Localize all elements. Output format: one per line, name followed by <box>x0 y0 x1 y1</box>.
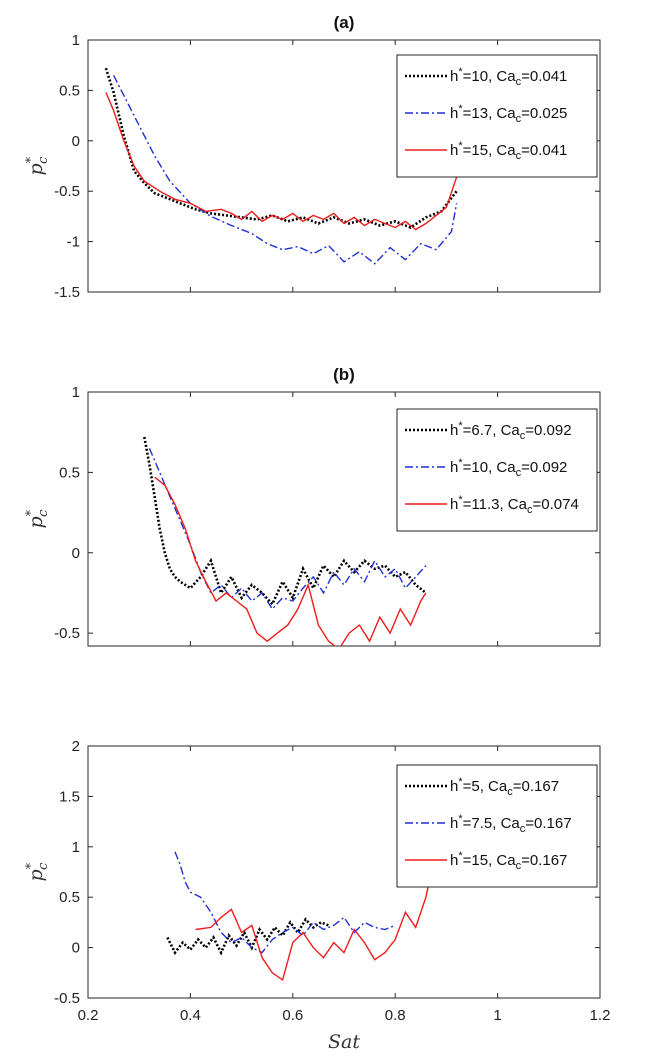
y-tick-label: 0 <box>72 133 80 150</box>
legend-entry: h*=10, Cac=0.041 <box>450 66 567 88</box>
panel-c: 2 1.5 1 0.5 0 -0.50.2 0.4 0.6 0.8 1 1.2 p*c Sat h*=5,… <box>24 738 610 1053</box>
legend-entry: h*=13, Cac=0.025 <box>450 103 567 125</box>
y-tick-label: 2 <box>72 738 80 755</box>
series-line-2 <box>148 448 427 611</box>
y-tick-label: 1 <box>72 32 80 49</box>
y-tick-label: 0.5 <box>59 82 80 99</box>
legend-entry: h*=6.7, Cac=0.092 <box>450 420 572 442</box>
series-line-3 <box>195 884 430 982</box>
y-tick-label: 0 <box>72 940 80 957</box>
x-tick-label: 0.6 <box>282 1007 303 1024</box>
x-tick-label: 0.8 <box>385 1007 406 1024</box>
series-line-1 <box>143 436 427 607</box>
y-tick-label: -1 <box>67 234 80 251</box>
x-tick-label: 0.4 <box>180 1007 201 1024</box>
y-tick-label: 0.5 <box>59 889 80 906</box>
y-tick-label: -0.5 <box>54 625 80 642</box>
legend-entry: h*=7.5, Cac=0.167 <box>450 813 572 835</box>
x-axis-label: Sat <box>328 1031 360 1053</box>
x-tick-label: 0.2 <box>78 1007 99 1024</box>
legend-entry: h*=15, Cac=0.041 <box>450 140 567 162</box>
series-line-3 <box>154 476 427 646</box>
y-tick-label: 0.5 <box>59 464 80 481</box>
legend-entry: h*=11.3, Cac=0.074 <box>450 494 579 516</box>
legend-entry: h*=5, Cac=0.167 <box>450 776 559 798</box>
y-tick-label: 0 <box>72 545 80 562</box>
legend-entry: h*=15, Cac=0.167 <box>450 850 567 872</box>
legend-entry: h*=10, Cac=0.092 <box>450 457 567 479</box>
y-axis-label: p*c <box>24 156 51 176</box>
panel-a: 1 0.5 0 -0.5 -1 -1.5 (a) p*c h*=10, Cac=0.041 h*=… <box>24 13 601 301</box>
y-axis-label: p*c <box>24 862 51 882</box>
series-line-1 <box>104 67 458 229</box>
y-tick-label: -0.5 <box>54 183 80 200</box>
y-tick-label: 1 <box>72 384 80 401</box>
x-tick-label: 1 <box>493 1007 501 1024</box>
panel-b: 1 0.5 0 -0.5 (b) p*c h*=6.7, Cac=0.092 h*=10, C… <box>24 365 601 647</box>
panel-title: (a) <box>334 13 355 32</box>
y-tick-label: -0.5 <box>54 990 80 1007</box>
y-tick-label: -1.5 <box>54 284 80 301</box>
series-line-1 <box>166 917 330 956</box>
x-tick-label: 1.2 <box>590 1007 611 1024</box>
panel-title: (b) <box>333 365 355 384</box>
y-tick-label: 1 <box>72 839 80 856</box>
y-axis-label: p*c <box>24 509 51 529</box>
series-line-3 <box>105 92 458 231</box>
y-tick-label: 1.5 <box>59 788 80 805</box>
